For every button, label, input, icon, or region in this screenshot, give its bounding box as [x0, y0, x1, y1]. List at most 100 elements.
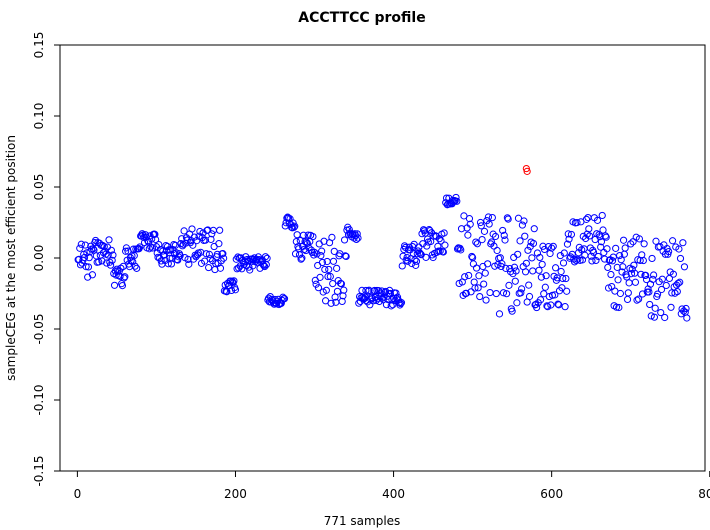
- data-point: [230, 277, 238, 285]
- data-point: [95, 258, 103, 266]
- data-point: [337, 280, 345, 288]
- data-point: [547, 301, 555, 309]
- data-point: [261, 253, 270, 261]
- data-point: [487, 238, 496, 246]
- data-point: [488, 213, 496, 222]
- data-point: [668, 237, 677, 245]
- data-point: [474, 284, 482, 292]
- data-point: [549, 242, 557, 250]
- data-point: [106, 258, 114, 266]
- data-point: [131, 262, 139, 270]
- data-point: [514, 250, 522, 258]
- data-point: [607, 270, 615, 279]
- data-point: [476, 292, 484, 301]
- data-point: [109, 251, 117, 259]
- data-point: [535, 266, 543, 274]
- y-tick-label: 0.00: [32, 245, 46, 272]
- data-point: [338, 297, 346, 305]
- data-point: [525, 281, 533, 289]
- data-point: [506, 264, 514, 273]
- data-point: [415, 243, 423, 251]
- data-point: [615, 303, 623, 312]
- data-point: [484, 260, 492, 268]
- data-point: [205, 263, 213, 272]
- data-point: [480, 280, 488, 288]
- data-point: [640, 240, 648, 248]
- data-point: [510, 263, 519, 271]
- data-point: [669, 270, 677, 278]
- data-point: [520, 217, 528, 225]
- data-point: [397, 299, 406, 307]
- data-point: [403, 253, 411, 262]
- data-point: [213, 250, 221, 258]
- data-point: [106, 261, 115, 269]
- data-point: [322, 286, 330, 294]
- data-point: [637, 270, 645, 278]
- data-point: [521, 268, 530, 276]
- data-point: [599, 226, 607, 234]
- x-tick-label: 400: [382, 487, 405, 501]
- data-point: [585, 225, 593, 233]
- data-point: [411, 256, 419, 264]
- data-point: [552, 264, 560, 272]
- data-point: [472, 264, 481, 272]
- data-point: [624, 289, 632, 297]
- data-point: [326, 272, 334, 281]
- data-point: [542, 272, 550, 280]
- data-point: [619, 263, 627, 271]
- data-point: [516, 237, 524, 245]
- data-point: [594, 252, 602, 261]
- data-point: [657, 285, 666, 294]
- data-point: [202, 250, 210, 258]
- data-point: [559, 274, 567, 283]
- data-point: [554, 300, 562, 308]
- data-point: [328, 233, 336, 241]
- data-point: [679, 239, 687, 247]
- data-point: [612, 244, 620, 252]
- data-point: [614, 276, 622, 284]
- data-point: [110, 281, 119, 289]
- data-point: [567, 230, 576, 239]
- data-point: [604, 263, 612, 272]
- data-point: [647, 312, 655, 320]
- data-point: [529, 267, 537, 275]
- data-point: [103, 259, 111, 267]
- data-point: [675, 245, 683, 253]
- data-point: [333, 287, 342, 295]
- x-axis: 0 200 400 600 800: [74, 470, 710, 501]
- data-point: [317, 252, 325, 260]
- data-point: [212, 259, 220, 268]
- data-point: [426, 227, 434, 235]
- data-point: [151, 230, 159, 238]
- data-point: [98, 257, 106, 265]
- data-point: [597, 238, 606, 246]
- data-point: [601, 232, 610, 240]
- data-point: [189, 255, 198, 263]
- data-point: [82, 263, 90, 271]
- data-point: [525, 292, 534, 301]
- data-point: [189, 241, 197, 249]
- data-point: [639, 256, 647, 265]
- y-tick-label: -0.15: [32, 455, 46, 486]
- data-point: [130, 252, 138, 260]
- data-point: [309, 232, 317, 241]
- y-tick-label: -0.05: [32, 313, 46, 344]
- data-point: [297, 255, 305, 263]
- x-tick-label: 0: [74, 487, 82, 501]
- data-point: [122, 244, 131, 252]
- data-point: [658, 275, 666, 283]
- x-tick-label: 800: [698, 487, 710, 501]
- data-point: [333, 264, 341, 272]
- data-point: [562, 274, 570, 283]
- data-point: [318, 258, 327, 267]
- data-point: [192, 253, 200, 261]
- data-point: [176, 252, 184, 260]
- data-point: [536, 296, 545, 304]
- data-point: [220, 254, 228, 262]
- data-point: [329, 279, 337, 288]
- data-point: [481, 269, 489, 277]
- data-point: [499, 289, 508, 297]
- data-point: [392, 289, 400, 297]
- data-point: [514, 214, 523, 222]
- data-point: [263, 254, 271, 262]
